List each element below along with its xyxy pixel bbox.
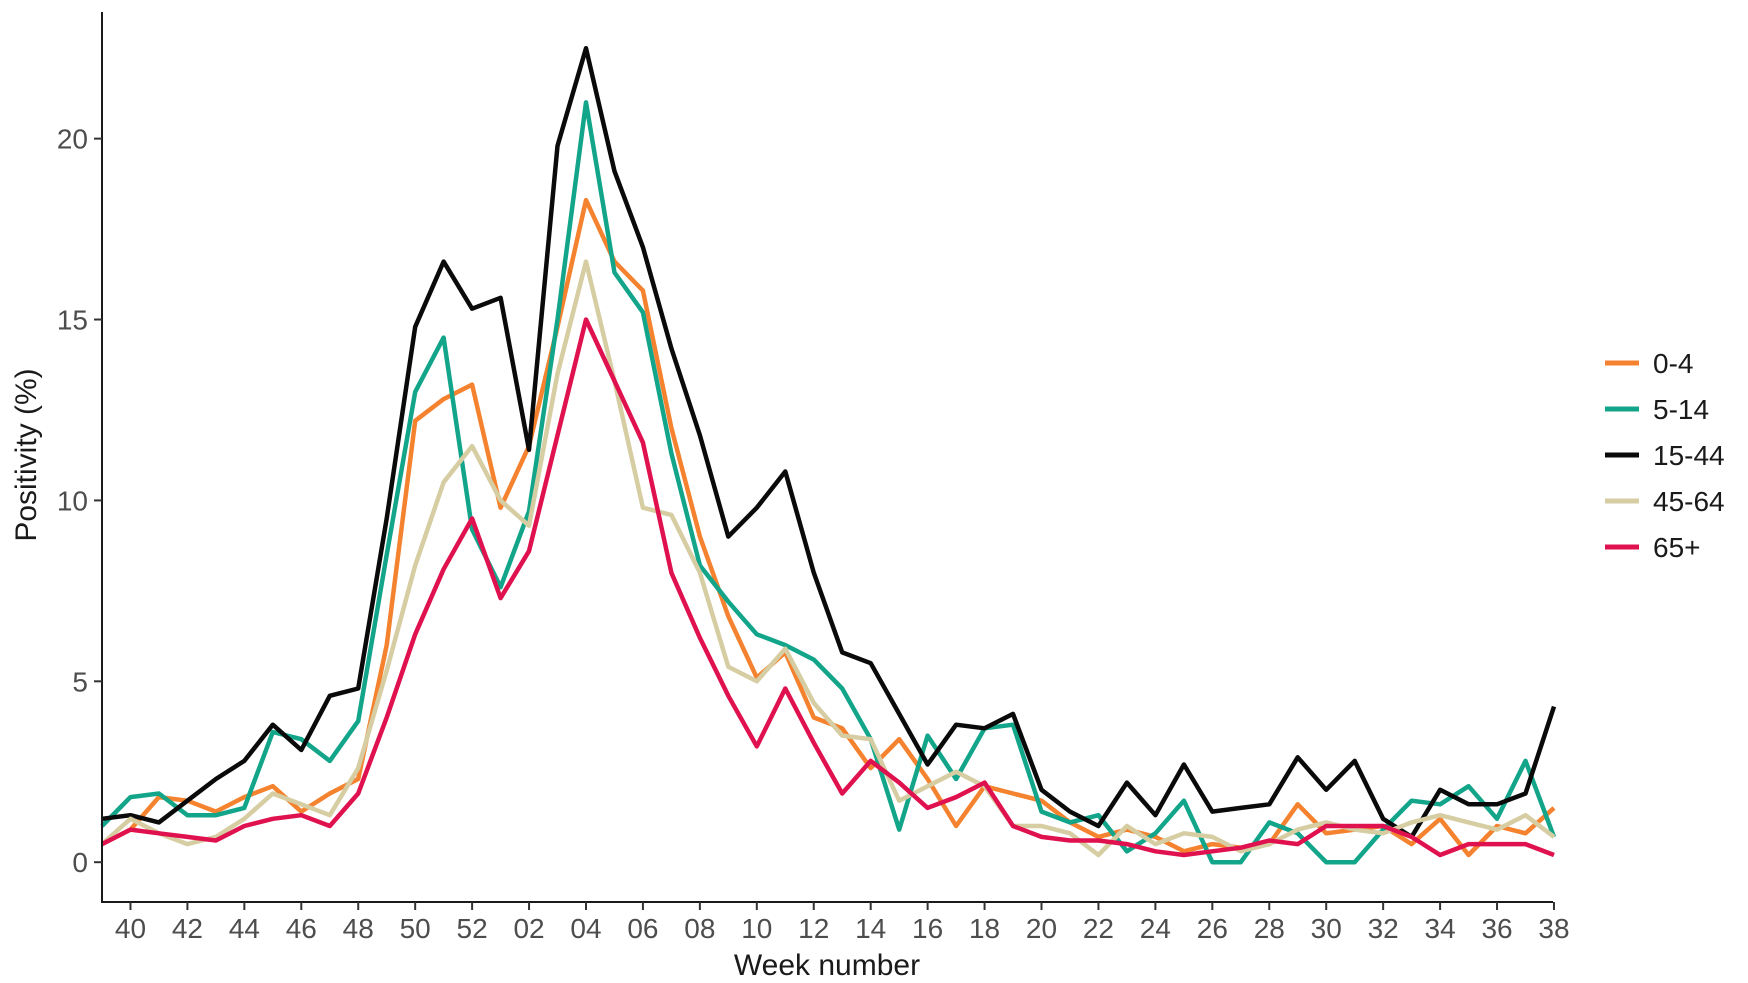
x-tick-label: 44 [229, 913, 260, 944]
x-tick-label: 16 [912, 913, 943, 944]
series-layer [100, 45, 1557, 865]
legend-item: 45-64 [1605, 486, 1725, 517]
x-tick-label: 26 [1197, 913, 1228, 944]
x-tick-label: 22 [1083, 913, 1114, 944]
y-tick-label: 0 [72, 847, 88, 878]
series-line-15-44 [101, 45, 1557, 840]
x-tick-label: 24 [1140, 913, 1171, 944]
x-tick-label: 12 [798, 913, 829, 944]
legend-item: 0-4 [1605, 348, 1693, 379]
y-axis-title: Positivity (%) [10, 368, 43, 541]
x-tick-label: 52 [457, 913, 488, 944]
legend-label: 5-14 [1653, 394, 1709, 425]
series-line-0-4 [100, 197, 1556, 858]
x-tick-label: 20 [1026, 913, 1057, 944]
x-tick-label: 34 [1425, 913, 1456, 944]
x-tick-label: 30 [1311, 913, 1342, 944]
x-tick-label: 38 [1538, 913, 1569, 944]
legend-item: 65+ [1605, 532, 1701, 563]
legend-label: 45-64 [1653, 486, 1725, 517]
y-tick-label: 20 [57, 124, 88, 155]
series-line-5-14 [100, 100, 1557, 865]
legend: 0-4 5-14 15-44 45-64 65+ [1605, 348, 1725, 563]
x-tick-label: 32 [1368, 913, 1399, 944]
x-tick-label: 48 [343, 913, 374, 944]
x-tick-label: 10 [741, 913, 772, 944]
legend-label: 15-44 [1653, 440, 1725, 471]
y-tick-label: 5 [72, 666, 88, 697]
x-tick-label: 42 [172, 913, 203, 944]
x-tick-label: 46 [286, 913, 317, 944]
legend-label: 65+ [1653, 532, 1701, 563]
x-tick-label: 14 [855, 913, 886, 944]
x-tick-label: 18 [969, 913, 1000, 944]
x-tick-label: 08 [684, 913, 715, 944]
x-tick-label: 28 [1254, 913, 1285, 944]
x-tick-label: 36 [1481, 913, 1512, 944]
legend-item: 15-44 [1605, 440, 1725, 471]
series-line-65+ [100, 317, 1555, 858]
x-tick-label: 02 [513, 913, 544, 944]
legend-item: 5-14 [1605, 394, 1709, 425]
y-axis-ticks: 0 5 10 15 20 [57, 124, 102, 878]
y-tick-label: 10 [57, 485, 88, 516]
x-tick-label: 06 [627, 913, 658, 944]
x-tick-label: 50 [400, 913, 431, 944]
x-tick-label: 40 [115, 913, 146, 944]
x-tick-label: 04 [570, 913, 601, 944]
x-axis-title: Week number [734, 949, 920, 982]
series-line-45-64 [100, 259, 1556, 858]
legend-label: 0-4 [1653, 348, 1693, 379]
x-axis-ticks: 40 42 44 46 48 50 52 02 04 06 08 10 12 14 16 18 20 22 24 26… [115, 902, 1570, 944]
y-tick-label: 15 [57, 305, 88, 336]
